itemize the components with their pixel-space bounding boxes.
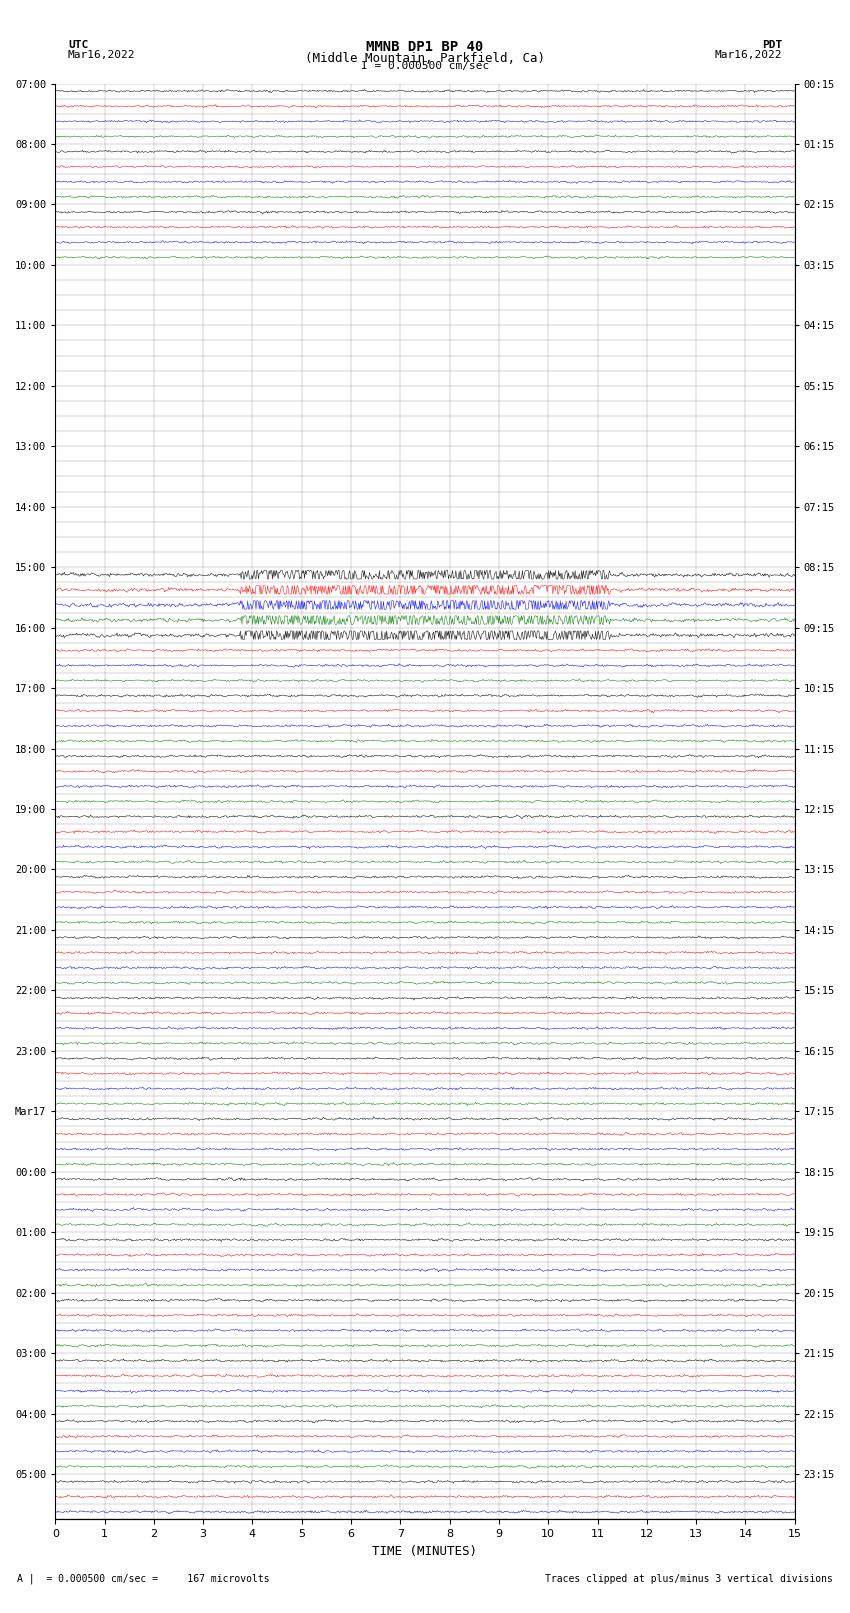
Text: Mar16,2022: Mar16,2022 bbox=[715, 50, 782, 60]
Text: A |  = 0.000500 cm/sec =     167 microvolts: A | = 0.000500 cm/sec = 167 microvolts bbox=[17, 1573, 269, 1584]
Text: Mar16,2022: Mar16,2022 bbox=[68, 50, 135, 60]
Text: UTC: UTC bbox=[68, 40, 88, 50]
Text: MMNB DP1 BP 40: MMNB DP1 BP 40 bbox=[366, 40, 484, 55]
X-axis label: TIME (MINUTES): TIME (MINUTES) bbox=[372, 1545, 478, 1558]
Text: PDT: PDT bbox=[762, 40, 782, 50]
Text: I = 0.000500 cm/sec: I = 0.000500 cm/sec bbox=[361, 61, 489, 71]
Text: Traces clipped at plus/minus 3 vertical divisions: Traces clipped at plus/minus 3 vertical … bbox=[545, 1574, 833, 1584]
Text: (Middle Mountain, Parkfield, Ca): (Middle Mountain, Parkfield, Ca) bbox=[305, 52, 545, 65]
